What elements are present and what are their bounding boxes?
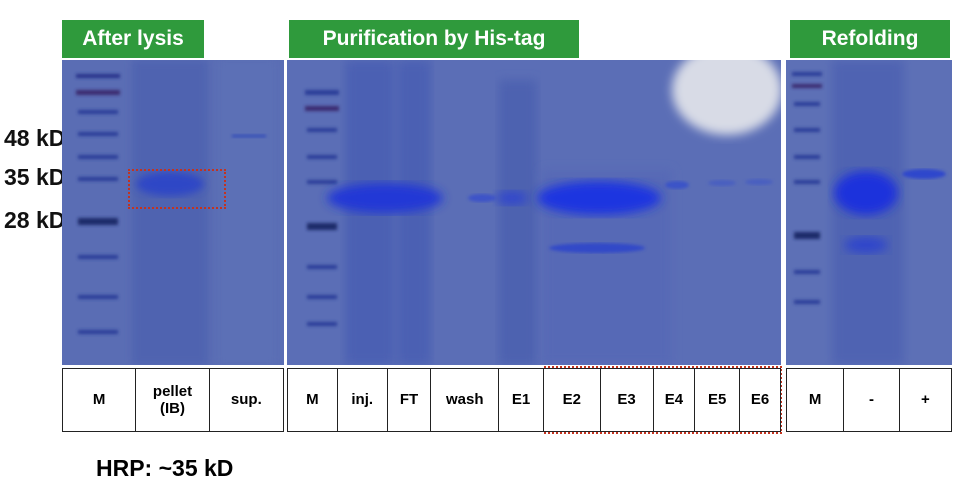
marker-label-28kd: 28 kD <box>4 207 66 233</box>
lane-label-supernatant: sup. <box>230 391 262 409</box>
lane-label-e6: E6 <box>750 391 770 409</box>
gel-image-purification <box>287 60 781 365</box>
lane-label-marker: M <box>63 369 137 431</box>
lane-labels-purification: M inj. FT wash E1 E2 E3 E4 E5 E6 <box>287 368 781 432</box>
lane-label-inj: inj. <box>338 369 388 431</box>
marker-label-35kd: 35 kD <box>4 164 66 190</box>
lane-label-e2: E2 <box>544 369 601 431</box>
lane-label-e3: E3 <box>601 369 654 431</box>
lane-label-wash: wash <box>431 369 500 431</box>
lane-label-e5: E5 <box>695 369 741 431</box>
marker-label-48kd: 48 kD <box>4 125 66 151</box>
header-purification: Purification by His-tag <box>289 20 579 58</box>
lane-label-minus: - <box>844 369 900 431</box>
lane-label-marker: M <box>787 369 845 431</box>
gel-image-lysis <box>62 60 284 365</box>
ib-band-highlight <box>128 169 226 209</box>
header-refolding: Refolding <box>790 20 950 58</box>
lane-label-e4: E4 <box>654 369 696 431</box>
lane-label-ft: FT <box>388 369 432 431</box>
lane-label-marker: M <box>288 369 338 431</box>
gel-image-refolding <box>786 60 952 365</box>
lane-label-e1: E1 <box>499 369 544 431</box>
lane-labels-lysis: M pellet (IB) sup. <box>62 368 284 432</box>
footnote-hrp-size: HRP: ~35 kD <box>96 455 234 481</box>
lane-label-plus: + <box>920 391 930 409</box>
lane-labels-refolding: M - + <box>786 368 952 432</box>
lane-label-pellet: pellet (IB) <box>136 369 210 431</box>
header-after-lysis: After lysis <box>62 20 204 58</box>
